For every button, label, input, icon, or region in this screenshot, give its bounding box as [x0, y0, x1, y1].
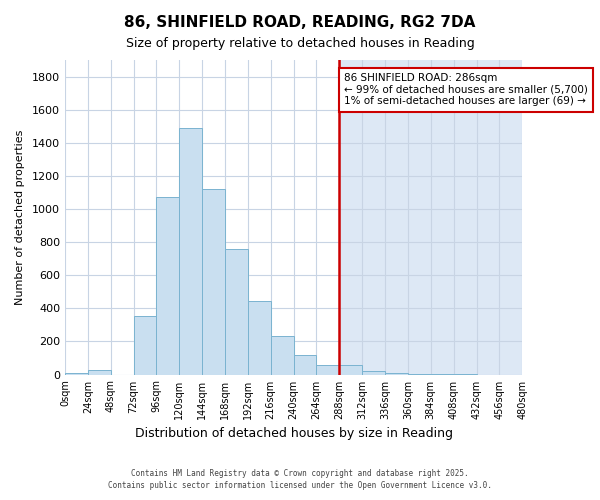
Bar — [65, 373, 88, 374]
Bar — [202, 189, 225, 374]
X-axis label: Distribution of detached houses by size in Reading: Distribution of detached houses by size … — [134, 427, 452, 440]
Text: 86 SHINFIELD ROAD: 286sqm
← 99% of detached houses are smaller (5,700)
1% of sem: 86 SHINFIELD ROAD: 286sqm ← 99% of detac… — [344, 73, 588, 106]
Bar — [316, 364, 340, 374]
Text: 86, SHINFIELD ROAD, READING, RG2 7DA: 86, SHINFIELD ROAD, READING, RG2 7DA — [124, 15, 476, 30]
Bar — [179, 128, 202, 374]
Text: Contains HM Land Registry data © Crown copyright and database right 2025.
Contai: Contains HM Land Registry data © Crown c… — [108, 468, 492, 490]
Bar — [88, 370, 110, 374]
Bar — [157, 196, 179, 374]
Bar — [340, 60, 522, 374]
Bar — [248, 301, 271, 374]
Bar — [385, 372, 408, 374]
Bar — [340, 366, 362, 374]
Bar — [225, 248, 248, 374]
Bar — [134, 316, 157, 374]
Bar — [293, 354, 316, 374]
Bar — [271, 336, 293, 374]
Y-axis label: Number of detached properties: Number of detached properties — [15, 130, 25, 305]
Text: Size of property relative to detached houses in Reading: Size of property relative to detached ho… — [125, 38, 475, 51]
Bar — [362, 371, 385, 374]
